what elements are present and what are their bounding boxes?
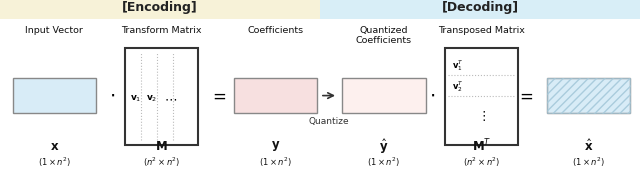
Bar [342, 78, 426, 113]
Text: $\mathbf{v}_1$: $\mathbf{v}_1$ [130, 93, 141, 104]
Text: $\mathbf{M}$: $\mathbf{M}$ [155, 139, 168, 153]
Text: Transposed Matrix: Transposed Matrix [438, 26, 525, 35]
Text: $(n^2 \times n^2)$: $(n^2 \times n^2)$ [463, 155, 500, 169]
Text: $(1 \times n^2)$: $(1 \times n^2)$ [367, 155, 401, 169]
Text: $\mathbf{M}^{T}$: $\mathbf{M}^{T}$ [472, 138, 491, 154]
Text: $\mathbf{v}_1^T$: $\mathbf{v}_1^T$ [452, 58, 464, 73]
Text: Quantized
Coefficients: Quantized Coefficients [356, 26, 412, 45]
Bar [0, 0, 320, 19]
Text: [Decoding]: [Decoding] [442, 1, 518, 14]
Text: $\mathbf{v}_2$: $\mathbf{v}_2$ [146, 93, 157, 104]
Text: Transform Matrix: Transform Matrix [121, 26, 202, 35]
Bar [234, 78, 317, 113]
Text: [Encoding]: [Encoding] [122, 1, 198, 14]
Text: $\hat{\mathbf{y}}$: $\hat{\mathbf{y}}$ [380, 136, 388, 156]
Bar [445, 48, 518, 145]
Bar [125, 48, 198, 145]
Bar [547, 78, 630, 113]
Text: $(n^2 \times n^2)$: $(n^2 \times n^2)$ [143, 155, 180, 169]
Text: $\cdot$: $\cdot$ [429, 86, 435, 105]
Text: $=$: $=$ [209, 87, 227, 105]
Text: $\mathbf{x}$: $\mathbf{x}$ [50, 139, 59, 153]
Text: $=$: $=$ [516, 87, 534, 105]
Text: $\mathbf{y}$: $\mathbf{y}$ [271, 139, 280, 153]
Text: $\mathbf{v}_2^T$: $\mathbf{v}_2^T$ [452, 79, 464, 94]
Text: $\vdots$: $\vdots$ [477, 109, 486, 123]
Text: $(1 \times n^2)$: $(1 \times n^2)$ [572, 155, 605, 169]
Bar [13, 78, 96, 113]
Bar [547, 78, 630, 113]
Text: $(1 \times n^2)$: $(1 \times n^2)$ [38, 155, 71, 169]
Text: $(1 \times n^2)$: $(1 \times n^2)$ [259, 155, 292, 169]
Text: $\hat{\mathbf{x}}$: $\hat{\mathbf{x}}$ [584, 138, 593, 154]
Text: Coefficients: Coefficients [247, 26, 303, 35]
Text: Input Vector: Input Vector [26, 26, 83, 35]
Text: Quantize: Quantize [308, 117, 349, 126]
Text: $\cdots$: $\cdots$ [164, 92, 177, 105]
Text: $\cdot$: $\cdot$ [109, 86, 115, 105]
Bar [320, 0, 640, 19]
